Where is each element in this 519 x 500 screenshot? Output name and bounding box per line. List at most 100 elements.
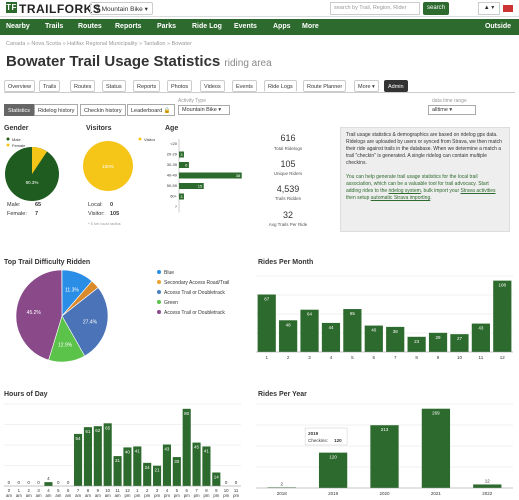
subtab-statistics[interactable]: Statistics bbox=[4, 104, 35, 116]
bar-7 bbox=[386, 326, 405, 352]
age-bar-value: 3 bbox=[180, 194, 183, 199]
x-tick-label: 2 bbox=[146, 488, 149, 493]
tab-trails[interactable]: Trails bbox=[39, 80, 61, 92]
page-subtitle: riding area bbox=[224, 58, 272, 69]
nav-events[interactable]: Events bbox=[234, 23, 257, 30]
tab-routes[interactable]: Routes bbox=[70, 80, 96, 92]
bar-5 bbox=[343, 309, 362, 352]
strava-importing-link[interactable]: automatic Strava importing bbox=[370, 195, 431, 201]
time-range-select[interactable]: alltime ▾ bbox=[428, 105, 476, 115]
nav-parks[interactable]: Parks bbox=[157, 23, 177, 30]
search-input[interactable]: search by Trail, Region, Rider bbox=[330, 2, 420, 15]
x-tick-label: am bbox=[65, 493, 71, 498]
legend-swatch bbox=[157, 280, 161, 284]
x-tick-label: 2 bbox=[27, 488, 30, 493]
bar-7 pm bbox=[192, 442, 201, 486]
x-tick-label: 2019 bbox=[328, 491, 339, 496]
time-range-label: data time range bbox=[432, 98, 467, 104]
bar-2019 bbox=[318, 452, 348, 488]
x-tick-label: 4 bbox=[47, 488, 50, 493]
nav-more[interactable]: More bbox=[302, 23, 319, 30]
strava-activities-link[interactable]: Strava activities bbox=[460, 188, 496, 194]
legend-item: Blue bbox=[164, 270, 174, 276]
tab-reports[interactable]: Reports bbox=[133, 80, 161, 92]
logo-mark-icon: TF bbox=[6, 2, 17, 13]
x-tick-label: 7 bbox=[195, 488, 198, 493]
subtab-ridelog-history[interactable]: Ridelog history bbox=[34, 104, 79, 116]
nav-routes[interactable]: Routes bbox=[78, 23, 102, 30]
bar-value-label: 40 bbox=[371, 328, 377, 333]
bar-value-label: 65 bbox=[350, 311, 356, 316]
bar-4 am bbox=[44, 482, 53, 486]
nav-trails[interactable]: Trails bbox=[45, 23, 64, 30]
gender-pie-label: 90.3% bbox=[26, 180, 39, 185]
age-bin-label: 40-49 bbox=[167, 173, 178, 178]
x-tick-label: 3 bbox=[308, 355, 311, 360]
nav-reports[interactable]: Reports bbox=[115, 23, 142, 30]
x-tick-label: 6 bbox=[185, 488, 188, 493]
tab-ride-logs[interactable]: Ride Logs bbox=[264, 80, 297, 92]
tab-videos[interactable]: Videos bbox=[200, 80, 225, 92]
bar-2020 bbox=[370, 425, 399, 488]
bar-3 bbox=[300, 309, 319, 352]
tooltip-label: Checkins: bbox=[308, 438, 328, 443]
bar-9 bbox=[428, 332, 448, 352]
x-tick-label: am bbox=[75, 493, 81, 498]
trails-ridden-label: Trails Ridden bbox=[274, 196, 302, 201]
tab-events[interactable]: Events bbox=[232, 80, 257, 92]
x-tick-label: pm bbox=[213, 493, 219, 498]
age-bar-value: 15 bbox=[198, 184, 203, 189]
x-tick-label: 10 bbox=[224, 488, 229, 493]
age-bin-label: ? bbox=[175, 204, 178, 209]
nav-ride-log[interactable]: Ride Log bbox=[192, 23, 222, 30]
subtab-checkin-history[interactable]: Checkin history bbox=[80, 104, 126, 116]
visitors-pie-label: 100% bbox=[102, 164, 114, 169]
tab-route-planner[interactable]: Route Planner bbox=[303, 80, 347, 92]
bar-2021 bbox=[421, 408, 451, 488]
bar-4 pm bbox=[162, 444, 171, 486]
brand-logo[interactable]: TF TRAILFORKS bbox=[6, 2, 101, 16]
unique-riders-label: Unique Riders bbox=[273, 171, 303, 176]
visitors-pie-slice bbox=[83, 141, 133, 191]
bar-value-label: 0 bbox=[18, 480, 21, 485]
x-tick-label: pm bbox=[144, 493, 150, 498]
flag-icon[interactable] bbox=[503, 5, 513, 12]
x-tick-label: am bbox=[36, 493, 42, 498]
user-menu-button[interactable]: ▲ ▾ bbox=[478, 2, 500, 15]
tab-more[interactable]: More ▾ bbox=[354, 80, 379, 92]
bar-value-label: 21 bbox=[155, 468, 161, 473]
age-bar-50-59 bbox=[179, 183, 204, 189]
x-tick-label: am bbox=[95, 493, 101, 498]
breadcrumb[interactable]: Canada » Nova Scotia » Halifax Regional … bbox=[6, 41, 192, 47]
tooltip-value: 120 bbox=[334, 438, 342, 443]
bar-value-label: 213 bbox=[381, 427, 389, 432]
activity-selector[interactable]: ⚲ Mountain Bike ▾ bbox=[90, 2, 153, 15]
nav-nearby[interactable]: Nearby bbox=[6, 23, 30, 30]
nav-outside[interactable]: Outside bbox=[484, 23, 511, 30]
x-tick-label: 11 bbox=[234, 488, 239, 493]
subtab-leaderboard[interactable]: Leaderboard 🔒 bbox=[127, 104, 175, 116]
tab-admin[interactable]: Admin bbox=[384, 80, 408, 92]
bar-value-label: 65 bbox=[105, 425, 111, 430]
legend-visitor-swatch bbox=[138, 137, 142, 141]
tab-overview[interactable]: Overview bbox=[4, 80, 35, 92]
x-tick-label: 3 bbox=[156, 488, 159, 493]
age-bar-value: 38 bbox=[236, 173, 241, 178]
bar-value-label: 269 bbox=[432, 411, 440, 416]
nav-apps[interactable]: Apps bbox=[273, 23, 291, 30]
tab-photos[interactable]: Photos bbox=[167, 80, 193, 92]
age-bar-30-39 bbox=[179, 162, 189, 168]
bar-value-label: 0 bbox=[8, 480, 11, 485]
legend-swatch bbox=[157, 310, 161, 314]
x-tick-label: 2020 bbox=[379, 491, 390, 496]
lock-icon: 🔒 bbox=[163, 107, 171, 114]
activity-type-select[interactable]: Mountain Bike ▾ bbox=[178, 105, 230, 115]
x-tick-label: am bbox=[55, 493, 61, 498]
bar-8 bbox=[407, 336, 426, 352]
tab-status[interactable]: Status bbox=[102, 80, 126, 92]
ridelog-system-link[interactable]: ridelog system bbox=[388, 188, 421, 194]
tab-divider bbox=[4, 92, 515, 93]
search-button[interactable]: search bbox=[423, 2, 450, 15]
legend-male: Male bbox=[12, 137, 21, 142]
